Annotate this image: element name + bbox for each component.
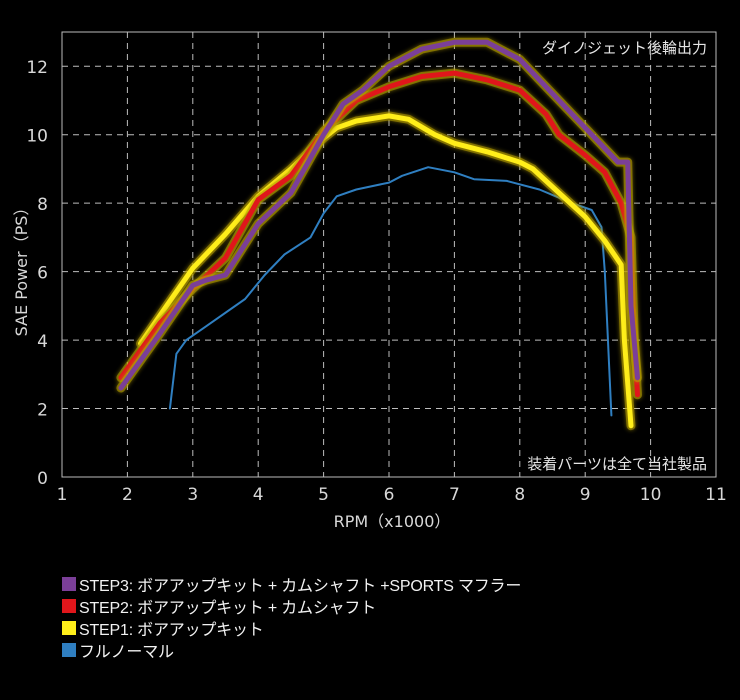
y-tick-label: 2	[37, 401, 48, 421]
series-layer	[116, 37, 642, 431]
legend-label: STEP2: ボアアップキット + カムシャフト	[79, 600, 377, 617]
series-4	[168, 166, 613, 417]
legend-swatch-red	[62, 599, 76, 613]
series-1	[116, 37, 642, 393]
legend-label: フルノーマル	[79, 644, 174, 661]
x-tick-label: 7	[449, 485, 460, 505]
y-axis-ticks: 0 2 4 6 8 10 12	[26, 58, 48, 489]
legend-item-step3: STEP3: ボアアップキット + カムシャフト +SPORTS マフラー	[62, 573, 521, 595]
x-axis-ticks: 1 2 3 4 5 6 7 8 9 10 11	[57, 485, 727, 505]
y-tick-label: 12	[26, 58, 48, 78]
series-2	[116, 68, 642, 400]
legend-item-stock: フルノーマル	[62, 639, 521, 661]
y-tick-label: 6	[37, 264, 48, 284]
legend-swatch-purple	[62, 577, 76, 591]
y-tick-label: 10	[26, 127, 48, 147]
y-tick-label: 8	[37, 195, 48, 215]
x-tick-label: 8	[514, 485, 525, 505]
y-tick-label: 4	[37, 332, 48, 352]
legend-label: STEP1: ボアアップキット	[79, 622, 264, 639]
legend-label: STEP3: ボアアップキット + カムシャフト +SPORTS マフラー	[79, 578, 522, 595]
legend-item-step1: STEP1: ボアアップキット	[62, 617, 521, 639]
legend-swatch-yellow	[62, 621, 76, 635]
legend-swatch-blue	[62, 643, 76, 657]
legend: STEP3: ボアアップキット + カムシャフト +SPORTS マフラー ST…	[62, 573, 521, 661]
x-tick-label: 5	[318, 485, 329, 505]
x-tick-label: 11	[705, 485, 727, 505]
x-tick-label: 9	[580, 485, 591, 505]
y-tick-label: 0	[37, 469, 48, 489]
x-tick-label: 10	[640, 485, 662, 505]
x-tick-label: 4	[253, 485, 264, 505]
x-tick-label: 3	[187, 485, 198, 505]
x-tick-label: 1	[57, 485, 68, 505]
series-3	[136, 111, 636, 431]
x-axis-label: RPM（x1000）	[334, 512, 451, 531]
y-axis-label: SAE Power（PS）	[12, 200, 31, 337]
x-tick-label: 2	[122, 485, 133, 505]
annotation-parts-note: 装着パーツは全て当社製品	[527, 455, 707, 473]
plot-frame	[61, 31, 717, 478]
annotation-dynojet: ダイノジェット後輪出力	[542, 39, 707, 57]
x-tick-label: 6	[384, 485, 395, 505]
legend-item-step2: STEP2: ボアアップキット + カムシャフト	[62, 595, 521, 617]
